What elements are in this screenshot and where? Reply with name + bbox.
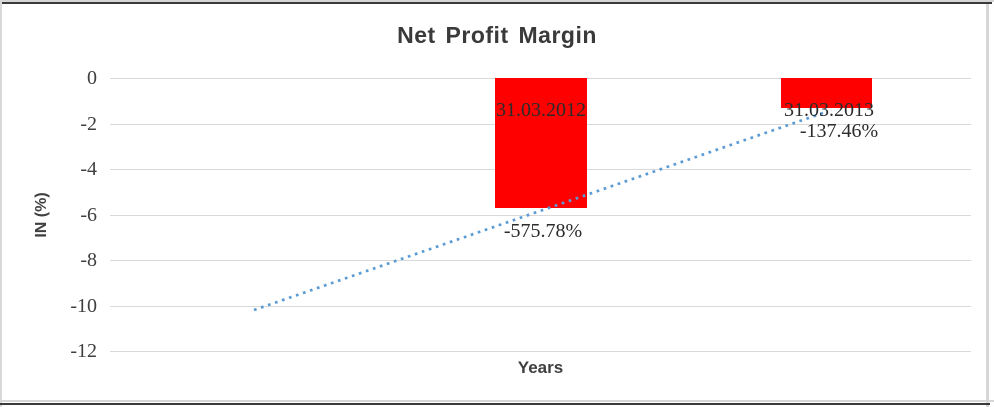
sheet-edge-bottom	[0, 400, 994, 402]
chart-border-bottom	[0, 403, 990, 405]
gridline-m6	[110, 215, 971, 216]
chart-title: Net Profit Margin	[397, 22, 597, 48]
gridline-m12	[110, 351, 971, 352]
value-label-2013: -137.46%	[799, 120, 879, 142]
x-axis-title: Years	[517, 358, 564, 377]
value-label-2012: -575.78%	[503, 220, 583, 242]
y-tick-label-m8: -8	[80, 249, 97, 271]
chart-border-top	[2, 2, 992, 4]
y-tick-label-m10: -10	[70, 295, 97, 317]
trendline	[253, 111, 824, 312]
y-tick-label-m6: -6	[80, 204, 97, 226]
y-tick-label-m2: -2	[80, 113, 97, 135]
gridline-m10	[110, 306, 971, 307]
y-tick-label-0: 0	[87, 67, 97, 89]
category-label-2012: 31.03.2012	[496, 99, 586, 121]
bar-2012	[495, 78, 587, 208]
sheet-edge-right	[986, 0, 989, 407]
y-tick-label-m4: -4	[80, 158, 97, 180]
sheet-edge-left	[0, 0, 2, 407]
sheet-edge-top	[0, 0, 994, 2]
y-tick-label-m12: -12	[70, 340, 97, 362]
bar-2013	[781, 78, 872, 108]
gridline-m8	[110, 260, 971, 261]
category-label-2013: 31.03.2013	[784, 99, 874, 121]
